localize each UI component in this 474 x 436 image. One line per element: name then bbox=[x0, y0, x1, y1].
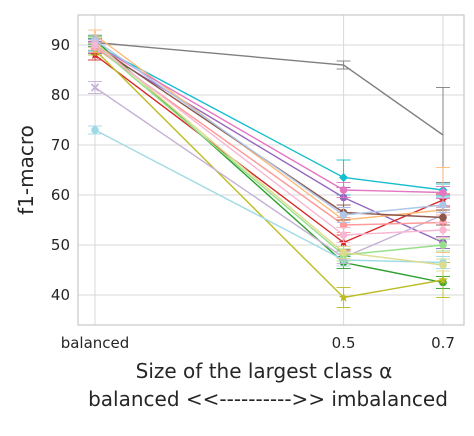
plot-frame bbox=[77, 14, 465, 326]
x-axis-ticks: balanced 0.5 0.7 bbox=[61, 334, 455, 352]
data-point bbox=[90, 83, 100, 92]
data-point bbox=[339, 186, 348, 194]
data-point bbox=[338, 292, 349, 302]
data-point bbox=[439, 226, 447, 234]
y-tick-label: 80 bbox=[51, 86, 70, 104]
data-point bbox=[439, 241, 447, 249]
data-point bbox=[91, 126, 99, 134]
data-point bbox=[339, 248, 348, 257]
data-point bbox=[439, 261, 447, 269]
series-15 bbox=[88, 34, 450, 223]
y-tick-label: 60 bbox=[51, 186, 70, 204]
data-point bbox=[339, 173, 349, 182]
x-axis-label: Size of the largest class α bbox=[136, 359, 393, 383]
x-tick-label: 0.5 bbox=[332, 334, 356, 352]
y-axis-ticks: 40 50 60 70 80 90 bbox=[51, 36, 70, 304]
y-tick-label: 90 bbox=[51, 36, 70, 54]
x-axis-sublabel: balanced <<---------->> imbalanced bbox=[88, 387, 448, 411]
data-point bbox=[439, 213, 447, 222]
data-point bbox=[339, 211, 348, 219]
y-tick-label: 40 bbox=[51, 286, 70, 304]
plot-background bbox=[78, 15, 464, 325]
data-point bbox=[339, 231, 348, 239]
y-tick-label: 70 bbox=[51, 136, 70, 154]
data-point bbox=[438, 275, 448, 285]
data-point bbox=[91, 41, 99, 49]
series-line bbox=[94, 41, 444, 136]
y-tick-label: 50 bbox=[51, 236, 70, 254]
data-point bbox=[439, 201, 447, 209]
data-point bbox=[439, 188, 447, 197]
series-16 bbox=[88, 39, 450, 243]
data-point bbox=[339, 221, 348, 229]
series-group bbox=[88, 29, 450, 308]
x-tick-label: 0.7 bbox=[431, 334, 455, 352]
y-axis-label: f1-macro bbox=[14, 125, 38, 215]
x-tick-label: balanced bbox=[61, 334, 130, 352]
